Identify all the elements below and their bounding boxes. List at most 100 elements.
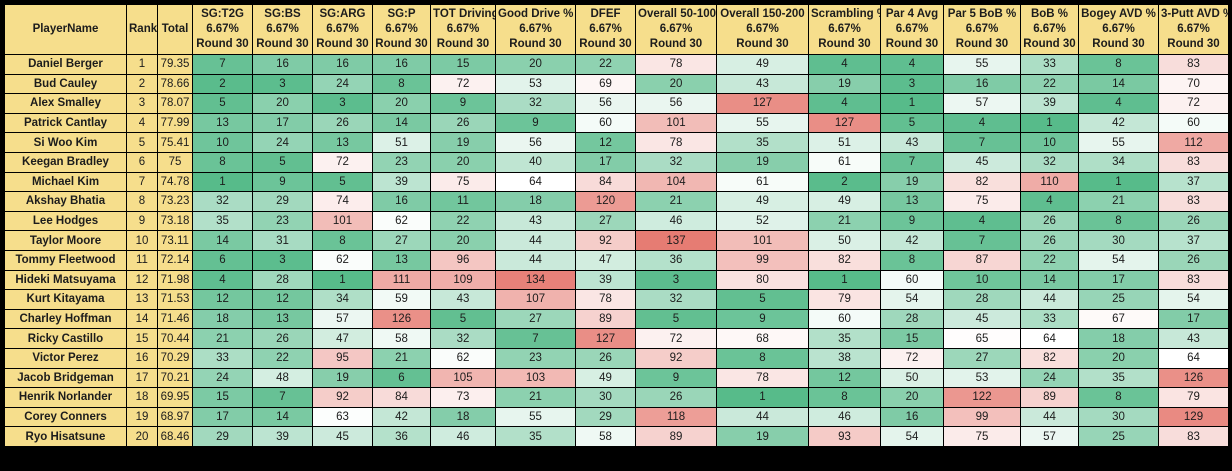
total-cell[interactable]: 73.11 xyxy=(157,230,193,251)
rank-cell[interactable]: 13 xyxy=(126,289,158,310)
stat-cell[interactable]: 19 xyxy=(880,171,944,193)
column-header-total[interactable]: Total xyxy=(157,4,193,55)
stat-cell[interactable]: 103 xyxy=(495,367,576,389)
stat-cell[interactable]: 13 xyxy=(312,132,373,153)
stat-cell[interactable]: 8 xyxy=(716,347,809,369)
stat-cell[interactable]: 83 xyxy=(1158,269,1229,291)
player-name-cell[interactable]: Hideki Matsuyama xyxy=(4,269,127,291)
stat-cell[interactable]: 10 xyxy=(943,269,1021,291)
stat-cell[interactable]: 23 xyxy=(372,151,431,173)
stat-cell[interactable]: 63 xyxy=(312,406,373,428)
stat-cell[interactable]: 69 xyxy=(575,73,636,95)
column-header-sg-p[interactable]: SG:P 6.67% Round 30 xyxy=(372,4,431,55)
rank-cell[interactable]: 18 xyxy=(126,387,158,408)
stat-cell[interactable]: 1 xyxy=(716,387,809,408)
stat-cell[interactable]: 46 xyxy=(635,210,717,232)
stat-cell[interactable]: 64 xyxy=(1158,347,1229,369)
stat-cell[interactable]: 17 xyxy=(252,112,313,134)
rank-cell[interactable]: 14 xyxy=(126,308,158,330)
stat-cell[interactable]: 3 xyxy=(312,93,373,114)
stat-cell[interactable]: 61 xyxy=(808,151,881,173)
stat-cell[interactable]: 32 xyxy=(635,289,717,310)
stat-cell[interactable]: 99 xyxy=(716,249,809,271)
total-cell[interactable]: 78.07 xyxy=(157,93,193,114)
stat-cell[interactable]: 22 xyxy=(252,347,313,369)
stat-cell[interactable]: 11 xyxy=(430,191,496,212)
total-cell[interactable]: 71.46 xyxy=(157,308,193,330)
stat-cell[interactable]: 74 xyxy=(312,191,373,212)
stat-cell[interactable]: 17 xyxy=(192,406,253,428)
total-cell[interactable]: 71.53 xyxy=(157,289,193,310)
stat-cell[interactable]: 52 xyxy=(716,210,809,232)
stat-cell[interactable]: 83 xyxy=(1158,151,1229,173)
stat-cell[interactable]: 18 xyxy=(1078,328,1159,349)
stat-cell[interactable]: 54 xyxy=(1158,289,1229,310)
stat-cell[interactable]: 6 xyxy=(372,367,431,389)
stat-cell[interactable]: 21 xyxy=(192,328,253,349)
stat-cell[interactable]: 15 xyxy=(192,387,253,408)
stat-cell[interactable]: 26 xyxy=(252,328,313,349)
stat-cell[interactable]: 45 xyxy=(943,308,1021,330)
rank-cell[interactable]: 16 xyxy=(126,347,158,369)
stat-cell[interactable]: 65 xyxy=(943,328,1021,349)
stat-cell[interactable]: 51 xyxy=(808,132,881,153)
stat-cell[interactable]: 43 xyxy=(880,132,944,153)
stat-cell[interactable]: 40 xyxy=(495,151,576,173)
total-cell[interactable]: 68.97 xyxy=(157,406,193,428)
stat-cell[interactable]: 16 xyxy=(943,73,1021,95)
stat-cell[interactable]: 24 xyxy=(252,132,313,153)
stat-cell[interactable]: 35 xyxy=(808,328,881,349)
stat-cell[interactable]: 26 xyxy=(575,347,636,369)
stat-cell[interactable]: 89 xyxy=(635,426,717,447)
stat-cell[interactable]: 82 xyxy=(808,249,881,271)
stat-cell[interactable]: 39 xyxy=(252,426,313,447)
rank-cell[interactable]: 1 xyxy=(126,54,158,75)
player-name-cell[interactable]: Lee Hodges xyxy=(4,210,127,232)
stat-cell[interactable]: 42 xyxy=(1078,112,1159,134)
stat-cell[interactable]: 26 xyxy=(1158,249,1229,271)
stat-cell[interactable]: 32 xyxy=(430,328,496,349)
stat-cell[interactable]: 17 xyxy=(1158,308,1229,330)
stat-cell[interactable]: 38 xyxy=(808,347,881,369)
stat-cell[interactable]: 35 xyxy=(1078,367,1159,389)
stat-cell[interactable]: 30 xyxy=(1078,406,1159,428)
stat-cell[interactable]: 17 xyxy=(1078,269,1159,291)
player-name-cell[interactable]: Akshay Bhatia xyxy=(4,191,127,212)
stat-cell[interactable]: 26 xyxy=(635,387,717,408)
stat-cell[interactable]: 4 xyxy=(1020,191,1079,212)
stat-cell[interactable]: 70 xyxy=(1158,73,1229,95)
stat-cell[interactable]: 8 xyxy=(808,387,881,408)
stat-cell[interactable]: 20 xyxy=(372,93,431,114)
rank-cell[interactable]: 4 xyxy=(126,112,158,134)
stat-cell[interactable]: 16 xyxy=(312,54,373,75)
stat-cell[interactable]: 28 xyxy=(880,308,944,330)
stat-cell[interactable]: 72 xyxy=(312,151,373,173)
total-cell[interactable]: 70.29 xyxy=(157,347,193,369)
stat-cell[interactable]: 3 xyxy=(635,269,717,291)
stat-cell[interactable]: 48 xyxy=(252,367,313,389)
rank-cell[interactable]: 2 xyxy=(126,73,158,95)
stat-cell[interactable]: 111 xyxy=(372,269,431,291)
total-cell[interactable]: 70.21 xyxy=(157,367,193,389)
player-name-cell[interactable]: Victor Perez xyxy=(4,347,127,369)
stat-cell[interactable]: 58 xyxy=(575,426,636,447)
stat-cell[interactable]: 35 xyxy=(495,426,576,447)
total-cell[interactable]: 75 xyxy=(157,151,193,173)
column-header-overall-50-100[interactable]: Overall 50-100 6.67% Round 30 xyxy=(635,4,717,55)
stat-cell[interactable]: 137 xyxy=(635,230,717,251)
stat-cell[interactable]: 60 xyxy=(808,308,881,330)
stat-cell[interactable]: 34 xyxy=(312,289,373,310)
player-name-cell[interactable]: Patrick Cantlay xyxy=(4,112,127,134)
stat-cell[interactable]: 78 xyxy=(635,54,717,75)
player-name-cell[interactable]: Keegan Bradley xyxy=(4,151,127,173)
stat-cell[interactable]: 21 xyxy=(808,210,881,232)
stat-cell[interactable]: 9 xyxy=(880,210,944,232)
stat-cell[interactable]: 57 xyxy=(312,308,373,330)
stat-cell[interactable]: 92 xyxy=(635,347,717,369)
rank-cell[interactable]: 6 xyxy=(126,151,158,173)
stat-cell[interactable]: 1 xyxy=(1078,171,1159,193)
stat-cell[interactable]: 10 xyxy=(192,132,253,153)
rank-cell[interactable]: 12 xyxy=(126,269,158,291)
player-name-cell[interactable]: Michael Kim xyxy=(4,171,127,193)
stat-cell[interactable]: 20 xyxy=(635,73,717,95)
